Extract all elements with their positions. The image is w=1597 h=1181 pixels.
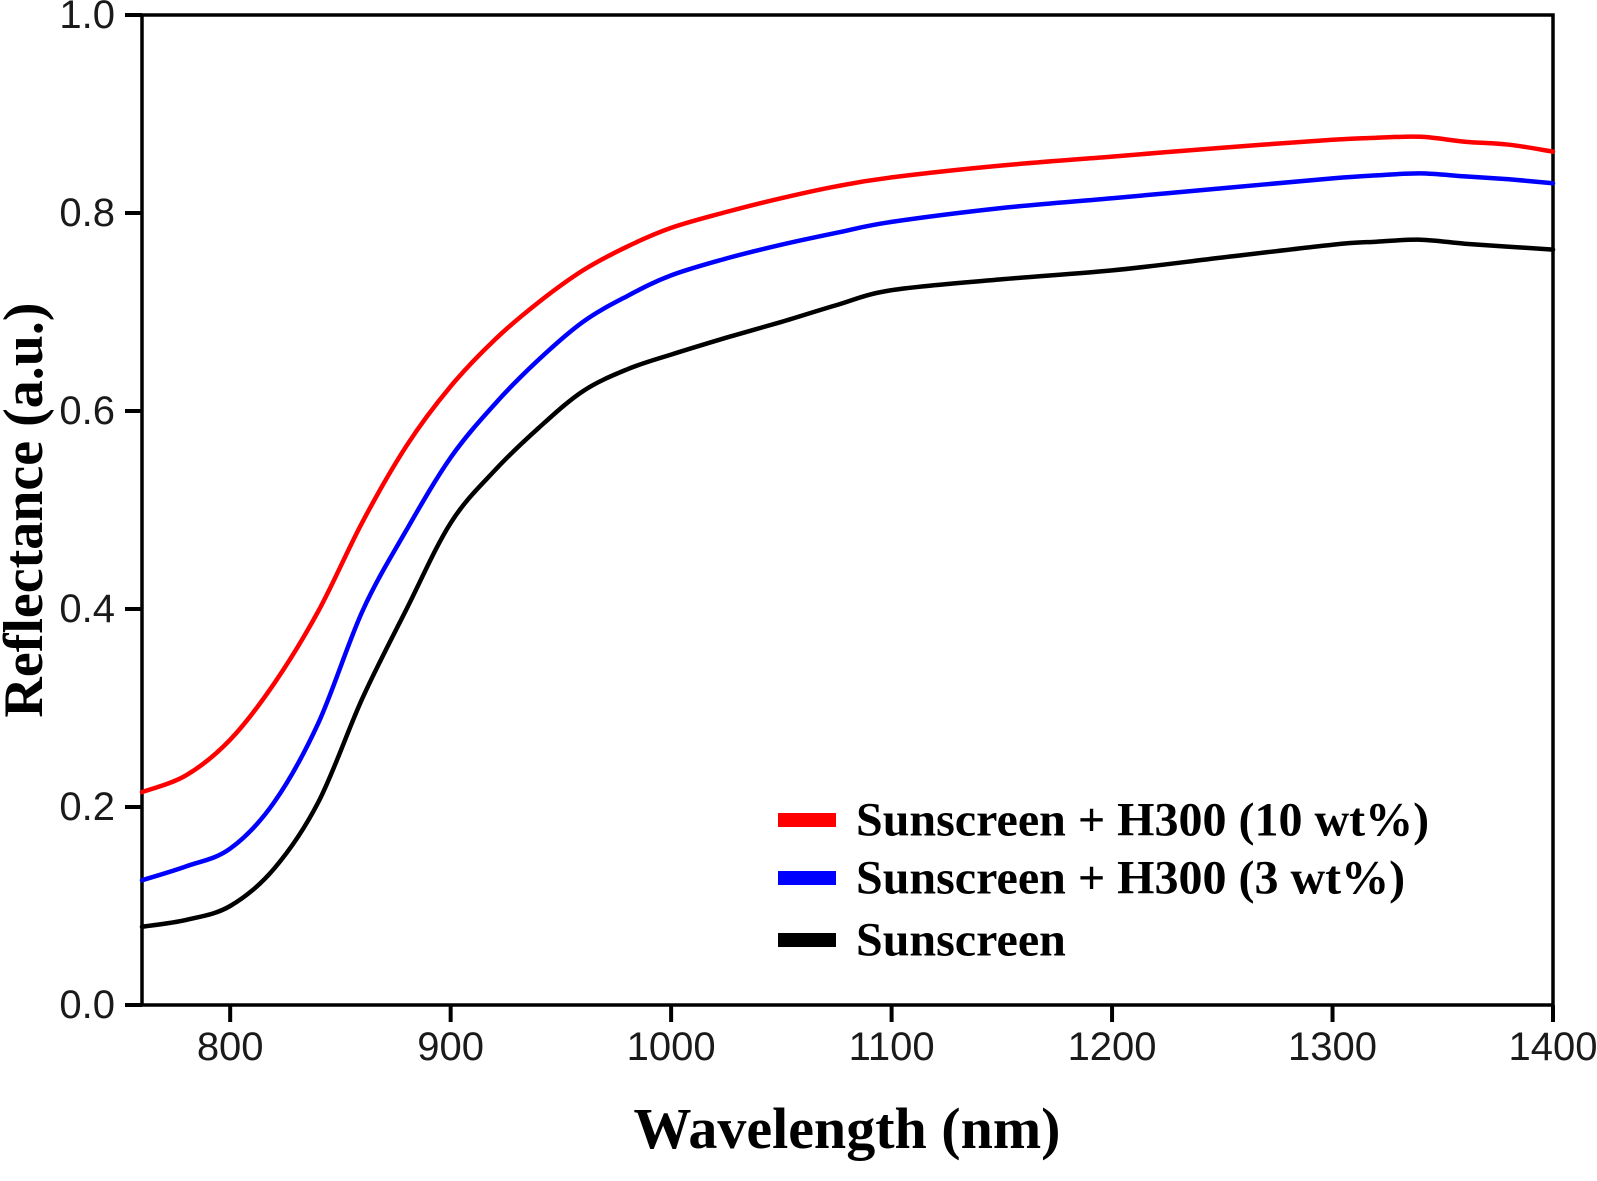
y-tick-label: 0.8 [59,191,115,235]
legend-swatch-2 [778,933,836,947]
y-axis-title: Reflectance (a.u.) [0,302,55,717]
y-axis-ticks: 0.0 0.2 0.4 0.6 0.8 1.0 [59,0,142,1027]
legend-swatch-0 [778,813,836,827]
series-curve-1 [139,171,1556,883]
legend: Sunscreen + H300 (10 wt%)Sunscreen + H30… [778,794,1429,967]
x-tick-label: 1200 [1068,1025,1157,1069]
legend-label-2: Sunscreen [856,914,1066,967]
x-axis-title: Wavelength (nm) [634,1096,1061,1161]
y-tick-label: 1.0 [59,0,115,37]
x-tick-label: 900 [417,1025,484,1069]
legend-label-0: Sunscreen + H300 (10 wt%) [856,794,1429,847]
x-tick-label: 1100 [849,1025,935,1069]
legend-swatch-1 [778,871,836,885]
legend-label-1: Sunscreen + H300 (3 wt%) [856,852,1405,905]
x-tick-label: 1400 [1509,1025,1597,1069]
plot-frame [140,13,1555,1007]
series-curve-2 [139,237,1556,930]
y-tick-label: 0.6 [59,389,115,433]
series-curve-0 [139,134,1556,795]
x-tick-label: 1300 [1288,1025,1377,1069]
y-tick-label: 0.2 [59,785,115,829]
data-curves [139,134,1556,930]
x-tick-label: 800 [197,1025,264,1069]
y-tick-label: 0.4 [59,587,115,631]
y-tick-label: 0.0 [59,983,115,1027]
x-axis-ticks: 800 900 1000 1100 1200 1300 1400 [197,1005,1597,1069]
x-tick-label: 1000 [627,1025,716,1069]
